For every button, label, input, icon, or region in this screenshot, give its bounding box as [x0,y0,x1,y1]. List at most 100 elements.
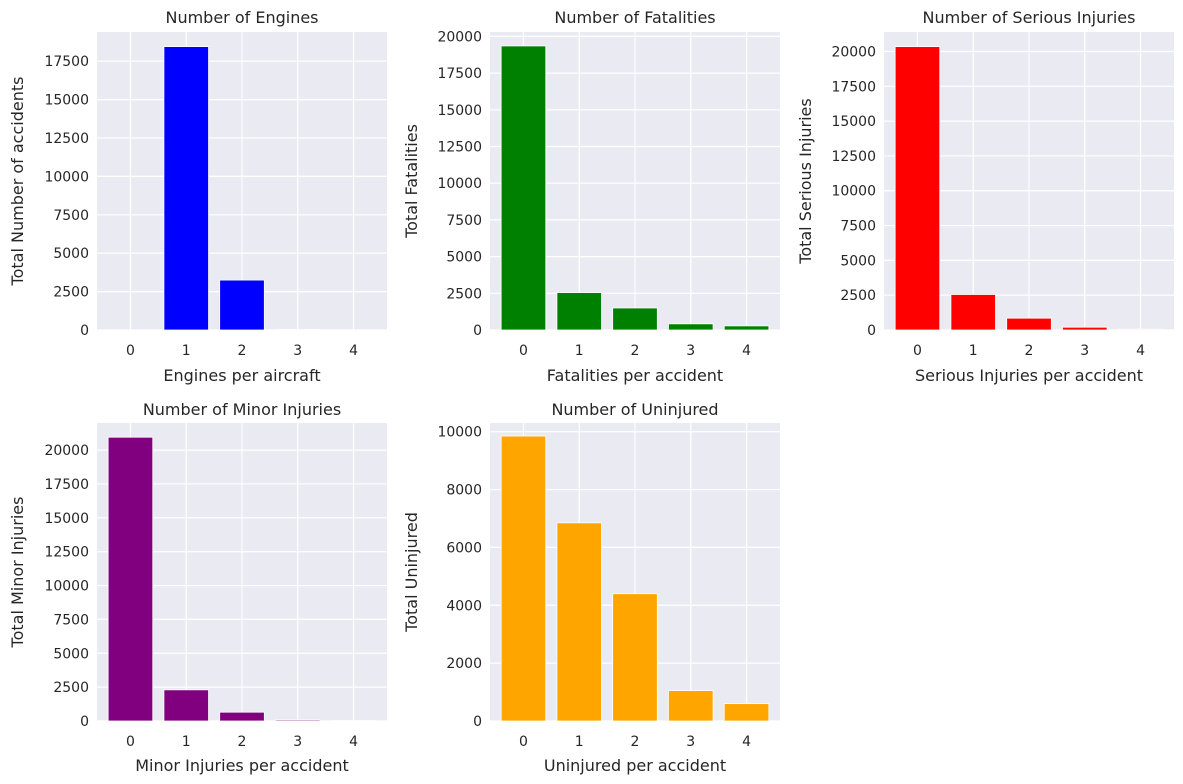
chart-title: Number of Engines [165,8,318,27]
panel-minor-injuries: 0 2500 5000 7500 10000 12500 15000 17500 20000 0… [8,400,387,775]
x-tick-label: 1 [575,734,584,750]
bar-2 [219,279,265,331]
bar-3 [275,719,321,722]
x-tick-label: 0 [519,734,528,750]
chart-title: Number of Minor Injuries [143,400,341,419]
bar-2 [219,711,265,722]
x-tick-label: 0 [126,734,135,750]
x-tick-label: 3 [686,343,695,359]
bar-4 [723,703,770,722]
x-tick-label: 0 [519,343,528,359]
y-tick-label: 17500 [831,79,876,95]
y-axis-label: Total Number of accidents [8,77,27,287]
x-tick-label: 4 [349,734,358,750]
y-tick-label: 12500 [437,140,482,156]
bar-1 [556,292,602,331]
x-tick-label: 3 [293,734,302,750]
chart-title: Number of Fatalities [554,8,715,27]
x-tick-label: 2 [631,734,640,750]
y-tick-label: 10000 [44,169,89,185]
x-tick-label: 3 [293,343,302,359]
bar-3 [1062,326,1108,331]
chart-title: Number of Uninjured [551,400,718,419]
y-tick-label: 20000 [44,443,89,459]
y-tick-label: 2500 [840,288,876,304]
x-tick-label: 1 [182,734,191,750]
y-tick-label: 2000 [446,656,482,672]
x-axis-label: Engines per aircraft [163,366,320,385]
bars [107,46,377,331]
x-tick-label: 3 [686,734,695,750]
x-axis-label: Uninjured per accident [544,756,726,775]
y-tick-label: 12500 [44,131,89,147]
y-tick-labels: 0 2500 5000 7500 10000 12500 15000 17500 20000 [437,29,482,339]
y-tick-label: 10000 [437,176,482,192]
x-tick-labels: 0 1 2 3 4 [519,343,751,359]
bars [500,435,770,722]
x-tick-label: 2 [631,343,640,359]
y-tick-label: 5000 [446,250,482,266]
x-tick-label: 1 [182,343,191,359]
bars [107,436,377,722]
bar-4 [723,325,770,331]
y-tick-label: 15000 [437,103,482,119]
bar-1 [163,46,209,331]
x-tick-label: 4 [742,734,751,750]
y-tick-label: 7500 [53,208,89,224]
x-tick-label: 4 [349,343,358,359]
y-tick-labels: 0 2500 5000 7500 10000 12500 15000 17500 [44,54,89,339]
x-tick-label: 2 [238,734,247,750]
x-tick-label: 1 [969,343,978,359]
panel-uninjured: 0 2000 4000 6000 8000 10000 0 1 2 3 4 Number of U… [402,400,780,775]
bar-0 [107,436,154,722]
x-tick-label: 4 [1136,343,1145,359]
y-tick-label: 12500 [44,545,89,561]
x-tick-label: 0 [913,343,922,359]
y-tick-label: 2500 [53,680,89,696]
y-tick-label: 5000 [53,246,89,262]
bar-4 [1117,328,1164,331]
y-tick-label: 15000 [44,93,89,109]
y-tick-label: 6000 [446,540,482,556]
bar-3 [668,690,714,722]
y-tick-label: 0 [473,323,482,339]
panel-serious-injuries: 0 2500 5000 7500 10000 12500 15000 17500 20000 0… [796,8,1174,385]
x-tick-label: 3 [1080,343,1089,359]
x-axis-label: Serious Injuries per accident [915,366,1143,385]
x-tick-labels: 0 1 2 3 4 [913,343,1145,359]
y-tick-label: 7500 [840,219,876,235]
y-tick-label: 2500 [53,285,89,301]
y-axis-label: Total Serious Injuries [796,98,815,264]
y-tick-label: 0 [80,714,89,730]
y-tick-label: 20000 [437,29,482,45]
x-tick-labels: 0 1 2 3 4 [126,343,358,359]
chart-title: Number of Serious Injuries [923,8,1136,27]
x-tick-label: 2 [1025,343,1034,359]
y-tick-label: 7500 [446,213,482,229]
bar-2 [1006,317,1052,331]
bar-1 [950,294,996,331]
y-tick-labels: 0 2500 5000 7500 10000 12500 15000 17500 20000 [831,44,876,339]
x-tick-labels: 0 1 2 3 4 [126,734,358,750]
y-tick-label: 7500 [53,612,89,628]
y-tick-label: 17500 [44,54,89,70]
y-tick-label: 17500 [44,477,89,493]
x-tick-label: 4 [742,343,751,359]
bar-2 [612,593,658,722]
y-tick-label: 10000 [831,184,876,200]
y-tick-label: 5000 [840,253,876,269]
bar-0 [894,46,941,331]
y-tick-label: 2500 [446,286,482,302]
bar-0 [500,45,547,331]
y-tick-label: 15000 [44,511,89,527]
y-tick-labels: 0 2000 4000 6000 8000 10000 [437,425,482,730]
y-tick-label: 4000 [446,598,482,614]
bar-1 [163,689,209,722]
y-tick-label: 17500 [437,66,482,82]
bars [500,45,770,331]
y-tick-label: 0 [80,323,89,339]
x-tick-label: 2 [238,343,247,359]
y-tick-label: 12500 [831,149,876,165]
